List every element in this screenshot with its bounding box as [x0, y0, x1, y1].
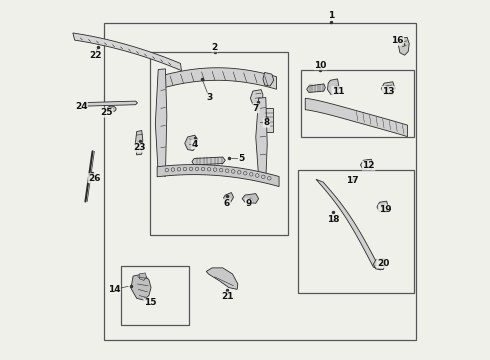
Text: 22: 22	[89, 51, 101, 60]
Text: 7: 7	[252, 104, 259, 113]
Text: 9: 9	[245, 199, 252, 208]
Text: 12: 12	[363, 161, 375, 170]
Polygon shape	[73, 33, 181, 71]
Bar	[150, 51, 288, 234]
Text: 20: 20	[377, 259, 389, 268]
Polygon shape	[316, 179, 381, 270]
Text: 17: 17	[346, 176, 359, 185]
Ellipse shape	[107, 106, 116, 112]
Text: 26: 26	[88, 174, 100, 183]
Text: 8: 8	[264, 118, 270, 127]
Polygon shape	[373, 259, 386, 270]
Polygon shape	[135, 131, 143, 155]
Polygon shape	[381, 82, 395, 95]
Text: 3: 3	[206, 93, 212, 102]
Polygon shape	[250, 90, 263, 107]
Text: 11: 11	[332, 86, 344, 95]
Polygon shape	[155, 69, 167, 176]
Polygon shape	[192, 157, 225, 165]
Polygon shape	[361, 159, 373, 171]
Text: 23: 23	[133, 143, 146, 152]
Text: 5: 5	[238, 154, 245, 163]
Text: 15: 15	[144, 298, 156, 307]
Polygon shape	[223, 193, 234, 202]
Polygon shape	[158, 68, 276, 89]
Text: 19: 19	[379, 205, 391, 214]
Text: 18: 18	[327, 215, 339, 224]
Text: 10: 10	[314, 61, 326, 70]
Text: 25: 25	[100, 108, 113, 117]
Text: 14: 14	[108, 285, 121, 294]
Polygon shape	[398, 37, 409, 55]
Text: 1: 1	[328, 11, 334, 20]
Text: 6: 6	[224, 199, 230, 208]
Bar	[300, 69, 414, 137]
Text: 16: 16	[391, 36, 404, 45]
Polygon shape	[265, 108, 273, 132]
Polygon shape	[256, 98, 267, 180]
Bar	[104, 23, 416, 339]
Polygon shape	[307, 84, 325, 93]
Polygon shape	[84, 101, 137, 106]
Polygon shape	[185, 135, 197, 150]
Polygon shape	[131, 274, 151, 300]
Polygon shape	[377, 201, 389, 212]
Polygon shape	[305, 98, 408, 136]
Text: 21: 21	[221, 292, 233, 301]
Polygon shape	[263, 72, 274, 86]
Polygon shape	[139, 273, 147, 280]
Text: 13: 13	[382, 86, 394, 95]
Polygon shape	[327, 79, 339, 95]
Text: 2: 2	[211, 43, 218, 52]
Text: 4: 4	[192, 140, 198, 149]
Bar	[122, 266, 190, 325]
Polygon shape	[206, 268, 238, 289]
Polygon shape	[242, 194, 259, 203]
Bar	[298, 170, 414, 293]
Text: 24: 24	[75, 102, 87, 111]
Polygon shape	[157, 165, 279, 186]
